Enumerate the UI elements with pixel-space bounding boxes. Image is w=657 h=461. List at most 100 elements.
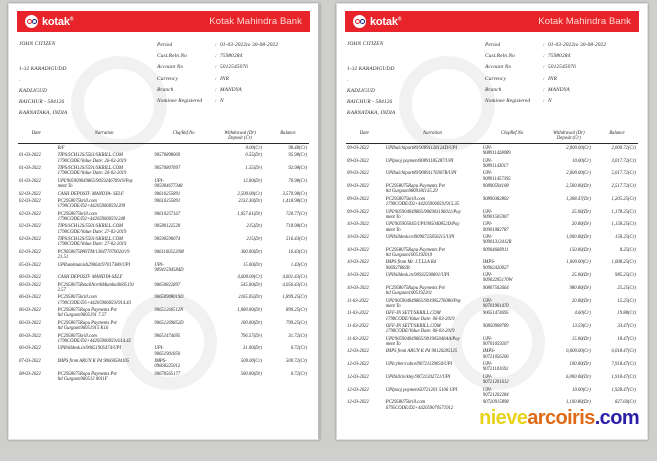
cell-date-primary: 07-03-2022 (19, 359, 41, 365)
cell-amount-primary: 2,000.00(Cr) (566, 171, 591, 177)
cell-chq-ref-no-primary: 90610255891 (154, 191, 181, 197)
column-header-narration: Narration (423, 130, 442, 136)
cell-chq-ref-no-secondary: 90721101692 (482, 367, 509, 373)
cell-balance: 3,570.98(Cr) (267, 192, 309, 197)
cell-date: 09-03-2022 (346, 159, 382, 170)
cell-date-primary: 10-03-2022 (347, 247, 369, 253)
table-row: 02-03-2022 TIPS/SCH12S/5501/SKRILL.COM 179… (18, 222, 309, 235)
cell-balance-primary: 1,178.25(Cr) (611, 209, 636, 215)
cell-balance: 25.25(Cr) (596, 286, 638, 297)
cell-chq-ref-no-secondary: 09660225012 (154, 364, 181, 370)
cell-chq-ref-no-primary: 90850908789 (482, 324, 509, 329)
table-row: 11-03-2022 UPI/905904049865/901905840AA/P… (346, 335, 638, 348)
cell-narration: PC2958075Rapu Payments Pvt ltd Gurgaon980… (382, 184, 481, 195)
cell-date: 11-03-2022 (346, 324, 382, 335)
cell-date-primary: 06-03-2022 (19, 333, 41, 339)
cell-date (18, 146, 54, 151)
cell-date: 12-03-2022 (346, 388, 382, 399)
cell-date: 10-03-2022 (346, 286, 382, 297)
statement-page-left: kotak® Kotak Mahindra Bank JOHN CITIZEN … (0, 0, 328, 461)
meta-separator: : (215, 42, 217, 48)
cell-balance-primary: 8.25(Cr) (619, 247, 636, 253)
cell-chq-ref-no-primary: 90807502664 (482, 285, 509, 291)
cell-chq-ref-no: IMPS- 90721056206 (481, 349, 540, 360)
cell-amount: 500.00(Dr) (211, 372, 267, 383)
table-row: 11-03-2022 UPI/905904049865/901905276080/… (346, 296, 638, 309)
cell-amount-primary: 0.55(Dr) (245, 153, 262, 159)
cell-date-primary: 10-03-2022 (347, 285, 369, 291)
cell-narration-primary: TIPS/SCH12S/5501/SKRILL.COM (57, 237, 123, 243)
cell-chq-ref-no (152, 146, 211, 151)
cell-chq-ref-no: 90720915898 (481, 400, 540, 411)
cell-balance: 1,918.47(Cr) (596, 375, 638, 386)
cell-balance: 1,008.25(Cr) (596, 260, 638, 271)
cell-date-primary: 10-03-2022 (347, 260, 369, 266)
cell-date-primary: 06-03-2022 (19, 295, 41, 301)
registered-trademark-icon: ® (397, 15, 402, 22)
cell-chq-ref-no: 90650908019D (152, 295, 211, 306)
cell-amount-primary: 1,000.00(Dr) (237, 308, 262, 314)
cell-amount: 2132.30(Dr) (211, 199, 267, 210)
cell-chq-ref-no: UPI- 90941594584D (152, 263, 211, 274)
cell-chq-ref-no-primary: UPI- (482, 209, 493, 215)
table-row: 12-03-2022 UPIpooj payment50721201 5106 U… (346, 385, 638, 398)
cell-narration: PC2958075krill.com 1790CODE/D5+4420590605… (54, 295, 153, 306)
cell-date-primary: 10-03-2022 (347, 222, 369, 228)
cell-amount: 2165.05(Dr) (211, 295, 267, 306)
cell-date: 02-03-2022 (18, 224, 54, 235)
cell-date: 02-03-2022 (18, 237, 54, 248)
table-header-row: Date Narration Chq/Ref.No Withdrawal (Dr… (346, 131, 638, 144)
cell-narration: PC2958075krill.com 1790CODE/D2+4420590605… (54, 199, 153, 210)
cell-date: 10-03-2022 (346, 248, 382, 259)
cell-narration: PC2958075krill.com 6795CODE/D2+4420590705… (382, 400, 481, 411)
cell-chq-ref-no: UPI- 908911457395 (481, 171, 540, 182)
column-header-date: Date (31, 130, 41, 136)
table-row: 09-03-2022 PC2958075Rapu Payments Pvt ltd … (346, 182, 638, 195)
cell-date-primary: 09-03-2022 (347, 196, 369, 202)
cell-narration-secondary: ltd Gurgaon96051915 K16 (57, 326, 109, 332)
cell-narration: UPIpooj payment90891185287/UPI (382, 159, 481, 170)
cell-amount-primary: 31.00(Dr) (243, 346, 262, 352)
column-header-balance: Balance (280, 130, 296, 136)
cell-narration: PC2958075Rapu Payments Pvt ltd Gurgaon100… (382, 286, 481, 297)
cell-chq-ref-no-secondary: 90902420027 (482, 265, 509, 271)
meta-label: Currency (485, 75, 506, 82)
cell-chq-ref-no: IMPS- 90902420027 (481, 260, 540, 271)
cell-balance: 70.98(Cr) (267, 179, 309, 190)
cell-amount: 1,000.00(Dr) (211, 308, 267, 319)
cell-date: 09-03-2022 (346, 210, 382, 221)
cell-amount: 2,000.00(Cr) (540, 146, 596, 157)
cell-narration: UPIbillclickley/90721202721/UPI (382, 375, 481, 386)
cell-balance: 5,017.72(Cr) (596, 171, 638, 182)
cell-date: 12-03-2022 (346, 349, 382, 360)
transactions-table: Date Narration Chq/Ref.No Withdrawal (Dr… (18, 131, 309, 382)
cell-date: 01-03-2022 (18, 179, 54, 190)
cell-narration-primary: UPI/905909049865/905924670919/Pay (57, 178, 133, 184)
cell-amount: 300.00(Dr) (211, 250, 267, 261)
cell-narration-primary: PC2958075krill.com (385, 196, 425, 202)
cell-amount: 13.59(Cr) (540, 324, 596, 335)
cell-amount: 215(Dr) (211, 237, 267, 248)
cell-chq-ref-no: UPI- 90901313412R (481, 235, 540, 246)
meta-separator: : (215, 97, 217, 104)
cell-date: 06-03-2022 (18, 308, 54, 319)
table-row: 11-03-2022 OFF-IN SETT/SKRILL.COM 1790CODE… (346, 322, 638, 335)
cell-date: 12-03-2022 (346, 375, 382, 386)
cell-narration-secondary: 1790CODE/Value Date: 27-02-2019 (57, 242, 127, 248)
cell-narration-primary: PC9058075PAYTM/130477070020/19 (57, 249, 130, 255)
cell-chq-ref-no-secondary: 908911428089 (482, 151, 511, 157)
meta-label: Account No (485, 64, 512, 71)
cell-narration-primary: PC2958075Rapu Payments Pvt (57, 371, 117, 377)
cell-date: 02-03-2022 (18, 199, 54, 210)
cell-narration-primary: UPIbilldesk.in/90932590801/UPI (385, 273, 450, 279)
cell-narration-primary: UPIpooj payment50721201 5106 UPI (385, 387, 458, 393)
table-row: 01-03-2022 UPI/905909049865/905924670919/… (18, 177, 309, 190)
cell-balance: 899.25(Cr) (267, 308, 309, 319)
cell-narration: OFF-IN SETT/SKRILL.COM 1790CODE/Value Dat… (382, 324, 481, 335)
address-line-2: . (347, 77, 349, 84)
cell-date: 11-03-2022 (346, 311, 382, 322)
cell-date: 10-03-2022 (346, 235, 382, 246)
cell-chq-ref-no-secondary: 90941594584D (154, 267, 184, 273)
cell-amount: 1.55(Dr) (211, 166, 267, 177)
